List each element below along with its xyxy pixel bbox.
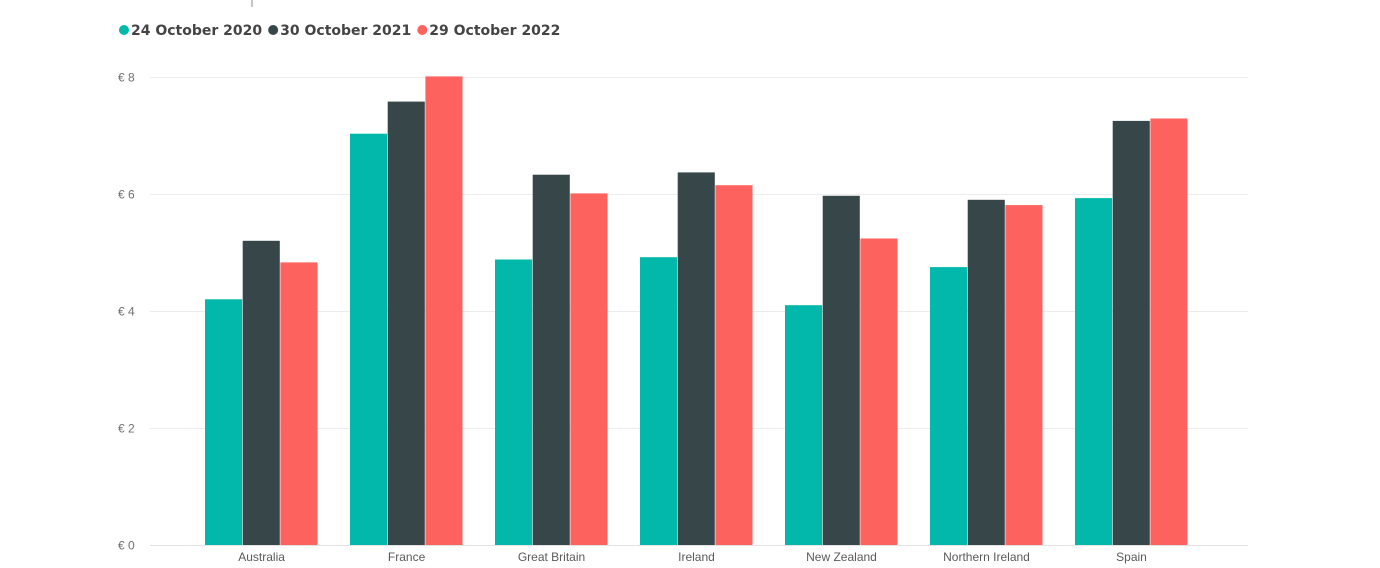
bar[interactable]	[1005, 205, 1043, 545]
x-tick-label: Ireland	[678, 550, 715, 564]
bar[interactable]	[822, 195, 860, 546]
y-tick-label: € 2	[118, 422, 135, 436]
legend-label: 30 October 2021	[280, 23, 411, 39]
bar[interactable]	[1075, 198, 1113, 545]
legend-label: 29 October 2022	[429, 23, 560, 39]
bar[interactable]	[1150, 118, 1188, 546]
bars	[205, 76, 1188, 546]
bar[interactable]	[930, 267, 968, 545]
bar[interactable]	[387, 101, 425, 545]
bar[interactable]	[785, 305, 823, 545]
bar[interactable]	[495, 259, 533, 546]
bar[interactable]	[205, 299, 243, 545]
legend-marker	[268, 25, 279, 35]
bar[interactable]	[280, 262, 318, 545]
legend[interactable]: 24 October 2020 30 October 2021 29 October…	[119, 23, 560, 39]
y-axis: € 0 € 2 € 4 € 6 € 8	[118, 71, 135, 553]
x-tick-label: Spain	[1116, 550, 1147, 564]
x-tick-label: France	[388, 550, 426, 564]
bar[interactable]	[715, 185, 753, 545]
x-tick-label: Great Britain	[518, 550, 585, 564]
y-tick-label: € 6	[118, 188, 135, 202]
legend-marker	[417, 25, 428, 35]
x-axis: Australia France Great Britain Ireland New Z…	[238, 550, 1147, 564]
legend-item[interactable]: 29 October 2022	[417, 23, 560, 39]
bar[interactable]	[532, 174, 570, 545]
bar[interactable]	[350, 133, 388, 545]
x-tick-label: Northern Ireland	[943, 550, 1030, 564]
bar[interactable]	[242, 240, 280, 546]
bar[interactable]	[425, 76, 463, 546]
legend-item[interactable]: 30 October 2021	[268, 23, 411, 39]
bar[interactable]	[640, 257, 678, 545]
x-tick-label: New Zealand	[806, 550, 877, 564]
bar[interactable]	[860, 238, 898, 546]
legend-label: 24 October 2020	[131, 23, 262, 39]
bar[interactable]	[677, 172, 715, 545]
x-tick-label: Australia	[238, 550, 285, 564]
y-tick-label: € 8	[118, 71, 135, 85]
y-tick-label: € 4	[118, 305, 135, 319]
bar[interactable]	[1112, 120, 1150, 546]
legend-marker	[119, 25, 129, 35]
bar[interactable]	[570, 193, 608, 545]
legend-item[interactable]: 24 October 2020	[119, 23, 262, 39]
bar[interactable]	[967, 199, 1005, 546]
y-tick-label: € 0	[118, 539, 135, 553]
